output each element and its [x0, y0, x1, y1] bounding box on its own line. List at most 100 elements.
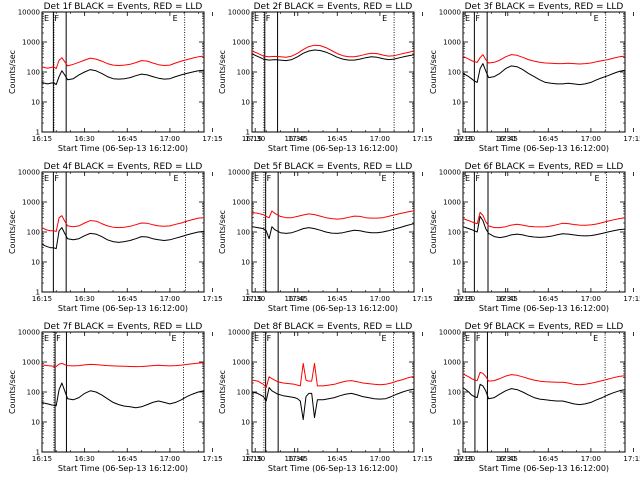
series-line-lld — [462, 211, 626, 229]
panel-7: Det 7f BLACK = Events, RED = LLD 1 10 100 10… — [8, 322, 308, 473]
panel-5: Det 5f BLACK = Events, RED = LLD 1 10 100 10… — [218, 162, 518, 313]
flag-label: E — [465, 14, 470, 23]
x-tick-label: 17:15 — [412, 455, 432, 463]
x-tick-label: 17:45 — [498, 295, 518, 303]
series-line-events — [251, 49, 415, 62]
flag-label: E — [254, 334, 259, 343]
y-tick-label: 1 — [246, 129, 250, 137]
panel-9: Det 9f BLACK = Events, RED = LLD 1 10 100 10… — [429, 322, 640, 473]
y-tick-label: 1 — [246, 449, 250, 457]
y-tick-label: 1 — [457, 129, 461, 137]
y-tick-label: 1 — [36, 449, 40, 457]
panel-title: Det 8f BLACK = Events, RED = LLD — [254, 322, 413, 332]
flag-label: E — [595, 174, 600, 183]
flag-label: E — [593, 334, 598, 343]
flag-label: E — [44, 14, 49, 23]
series-line-lld — [251, 362, 415, 389]
flag-label: E — [44, 334, 49, 343]
y-tick-label: 1 — [457, 289, 461, 297]
x-tick-label: 16:45 — [117, 135, 137, 143]
series-line-events — [41, 227, 205, 250]
y-tick-label: 10000 — [18, 169, 40, 177]
y-tick-label: 10 — [452, 259, 461, 267]
x-tick-label: 17:30 — [245, 135, 265, 143]
series-line-events — [462, 63, 626, 86]
panel-6: Det 6f BLACK = Events, RED = LLD 1 10 100 10… — [429, 162, 640, 313]
x-tick-label: 16:30 — [285, 135, 305, 143]
y-axis-label: Counts/sec — [8, 50, 17, 94]
y-tick-label: 100 — [27, 229, 40, 237]
x-axis-label: Start Time (06-Sep-13 16:12:00) — [58, 144, 188, 153]
flag-label: F — [476, 334, 481, 343]
y-tick-label: 10 — [452, 419, 461, 427]
x-tick-label: 16:45 — [538, 135, 558, 143]
y-tick-label: 10 — [31, 99, 40, 107]
plot-frame — [251, 331, 415, 453]
panel-title: Det 9f BLACK = Events, RED = LLD — [465, 322, 624, 332]
panel-title: Det 7f BLACK = Events, RED = LLD — [44, 322, 203, 332]
x-tick-label: 17:30 — [455, 295, 475, 303]
y-tick-label: 100 — [27, 69, 40, 77]
flag-label: F — [267, 334, 272, 343]
x-tick-label: 16:45 — [327, 135, 347, 143]
x-tick-label: 17:15 — [623, 135, 640, 143]
panel-title: Det 1f BLACK = Events, RED = LLD — [44, 2, 203, 12]
x-tick-label: 17:15 — [202, 135, 222, 143]
y-tick-label: 10000 — [228, 9, 250, 17]
series-line-events — [462, 215, 626, 239]
x-tick-label: 16:15 — [453, 135, 473, 143]
y-tick-label: 1000 — [22, 199, 40, 207]
series-line-lld — [462, 371, 626, 386]
panel-title: Det 2f BLACK = Events, RED = LLD — [254, 2, 413, 12]
y-tick-label: 10 — [31, 419, 40, 427]
y-tick-label: 1 — [36, 129, 40, 137]
y-tick-label: 10000 — [228, 169, 250, 177]
x-tick-label: 16:45 — [538, 455, 558, 463]
x-tick-label: 17:00 — [370, 135, 390, 143]
y-tick-label: 100 — [448, 69, 461, 77]
y-tick-label: 1000 — [443, 199, 461, 207]
panel-title: Det 5f BLACK = Events, RED = LLD — [254, 162, 413, 172]
flag-label: E — [254, 174, 259, 183]
x-tick-label: 17:30 — [245, 455, 265, 463]
series-line-lld — [41, 215, 205, 232]
x-tick-label: 16:30 — [496, 455, 516, 463]
y-tick-label: 1 — [457, 449, 461, 457]
x-axis-label: Start Time (06-Sep-13 16:12:00) — [479, 304, 609, 313]
x-tick-label: 17:45 — [288, 295, 308, 303]
y-tick-label: 10000 — [439, 9, 461, 17]
panel-title: Det 6f BLACK = Events, RED = LLD — [465, 162, 624, 172]
flag-label: E — [172, 334, 177, 343]
x-tick-label: 17:45 — [288, 455, 308, 463]
x-axis-label: Start Time (06-Sep-13 16:12:00) — [479, 144, 609, 153]
y-tick-label: 100 — [237, 229, 250, 237]
flag-label: E — [382, 14, 387, 23]
x-axis-label: Start Time (06-Sep-13 16:12:00) — [268, 464, 398, 473]
x-tick-label: 16:15 — [32, 135, 52, 143]
flag-label: F — [266, 14, 271, 23]
y-tick-label: 1000 — [232, 39, 250, 47]
flag-label: F — [56, 334, 61, 343]
y-axis-label: Counts/sec — [429, 370, 438, 414]
flag-label: F — [54, 174, 59, 183]
y-tick-label: 100 — [237, 69, 250, 77]
y-tick-label: 10 — [241, 259, 250, 267]
x-tick-label: 16:45 — [538, 295, 558, 303]
x-tick-label: 17:00 — [160, 135, 180, 143]
y-tick-label: 10 — [31, 259, 40, 267]
x-axis-label: Start Time (06-Sep-13 16:12:00) — [58, 464, 188, 473]
x-tick-label: 16:15 — [32, 295, 52, 303]
x-tick-label: 17:45 — [498, 135, 518, 143]
x-tick-label: 17:00 — [160, 455, 180, 463]
x-tick-label: 17:00 — [581, 455, 601, 463]
series-line-events — [251, 223, 415, 240]
x-tick-label: 16:45 — [117, 455, 137, 463]
y-tick-label: 10 — [241, 419, 250, 427]
y-axis-label: Counts/sec — [8, 370, 17, 414]
series-line-lld — [251, 44, 415, 58]
x-axis-label: Start Time (06-Sep-13 16:12:00) — [268, 144, 398, 153]
panel-title: Det 4f BLACK = Events, RED = LLD — [44, 162, 203, 172]
x-tick-label: 16:30 — [75, 455, 95, 463]
plot-frame — [251, 11, 415, 133]
x-tick-label: 17:15 — [623, 295, 640, 303]
